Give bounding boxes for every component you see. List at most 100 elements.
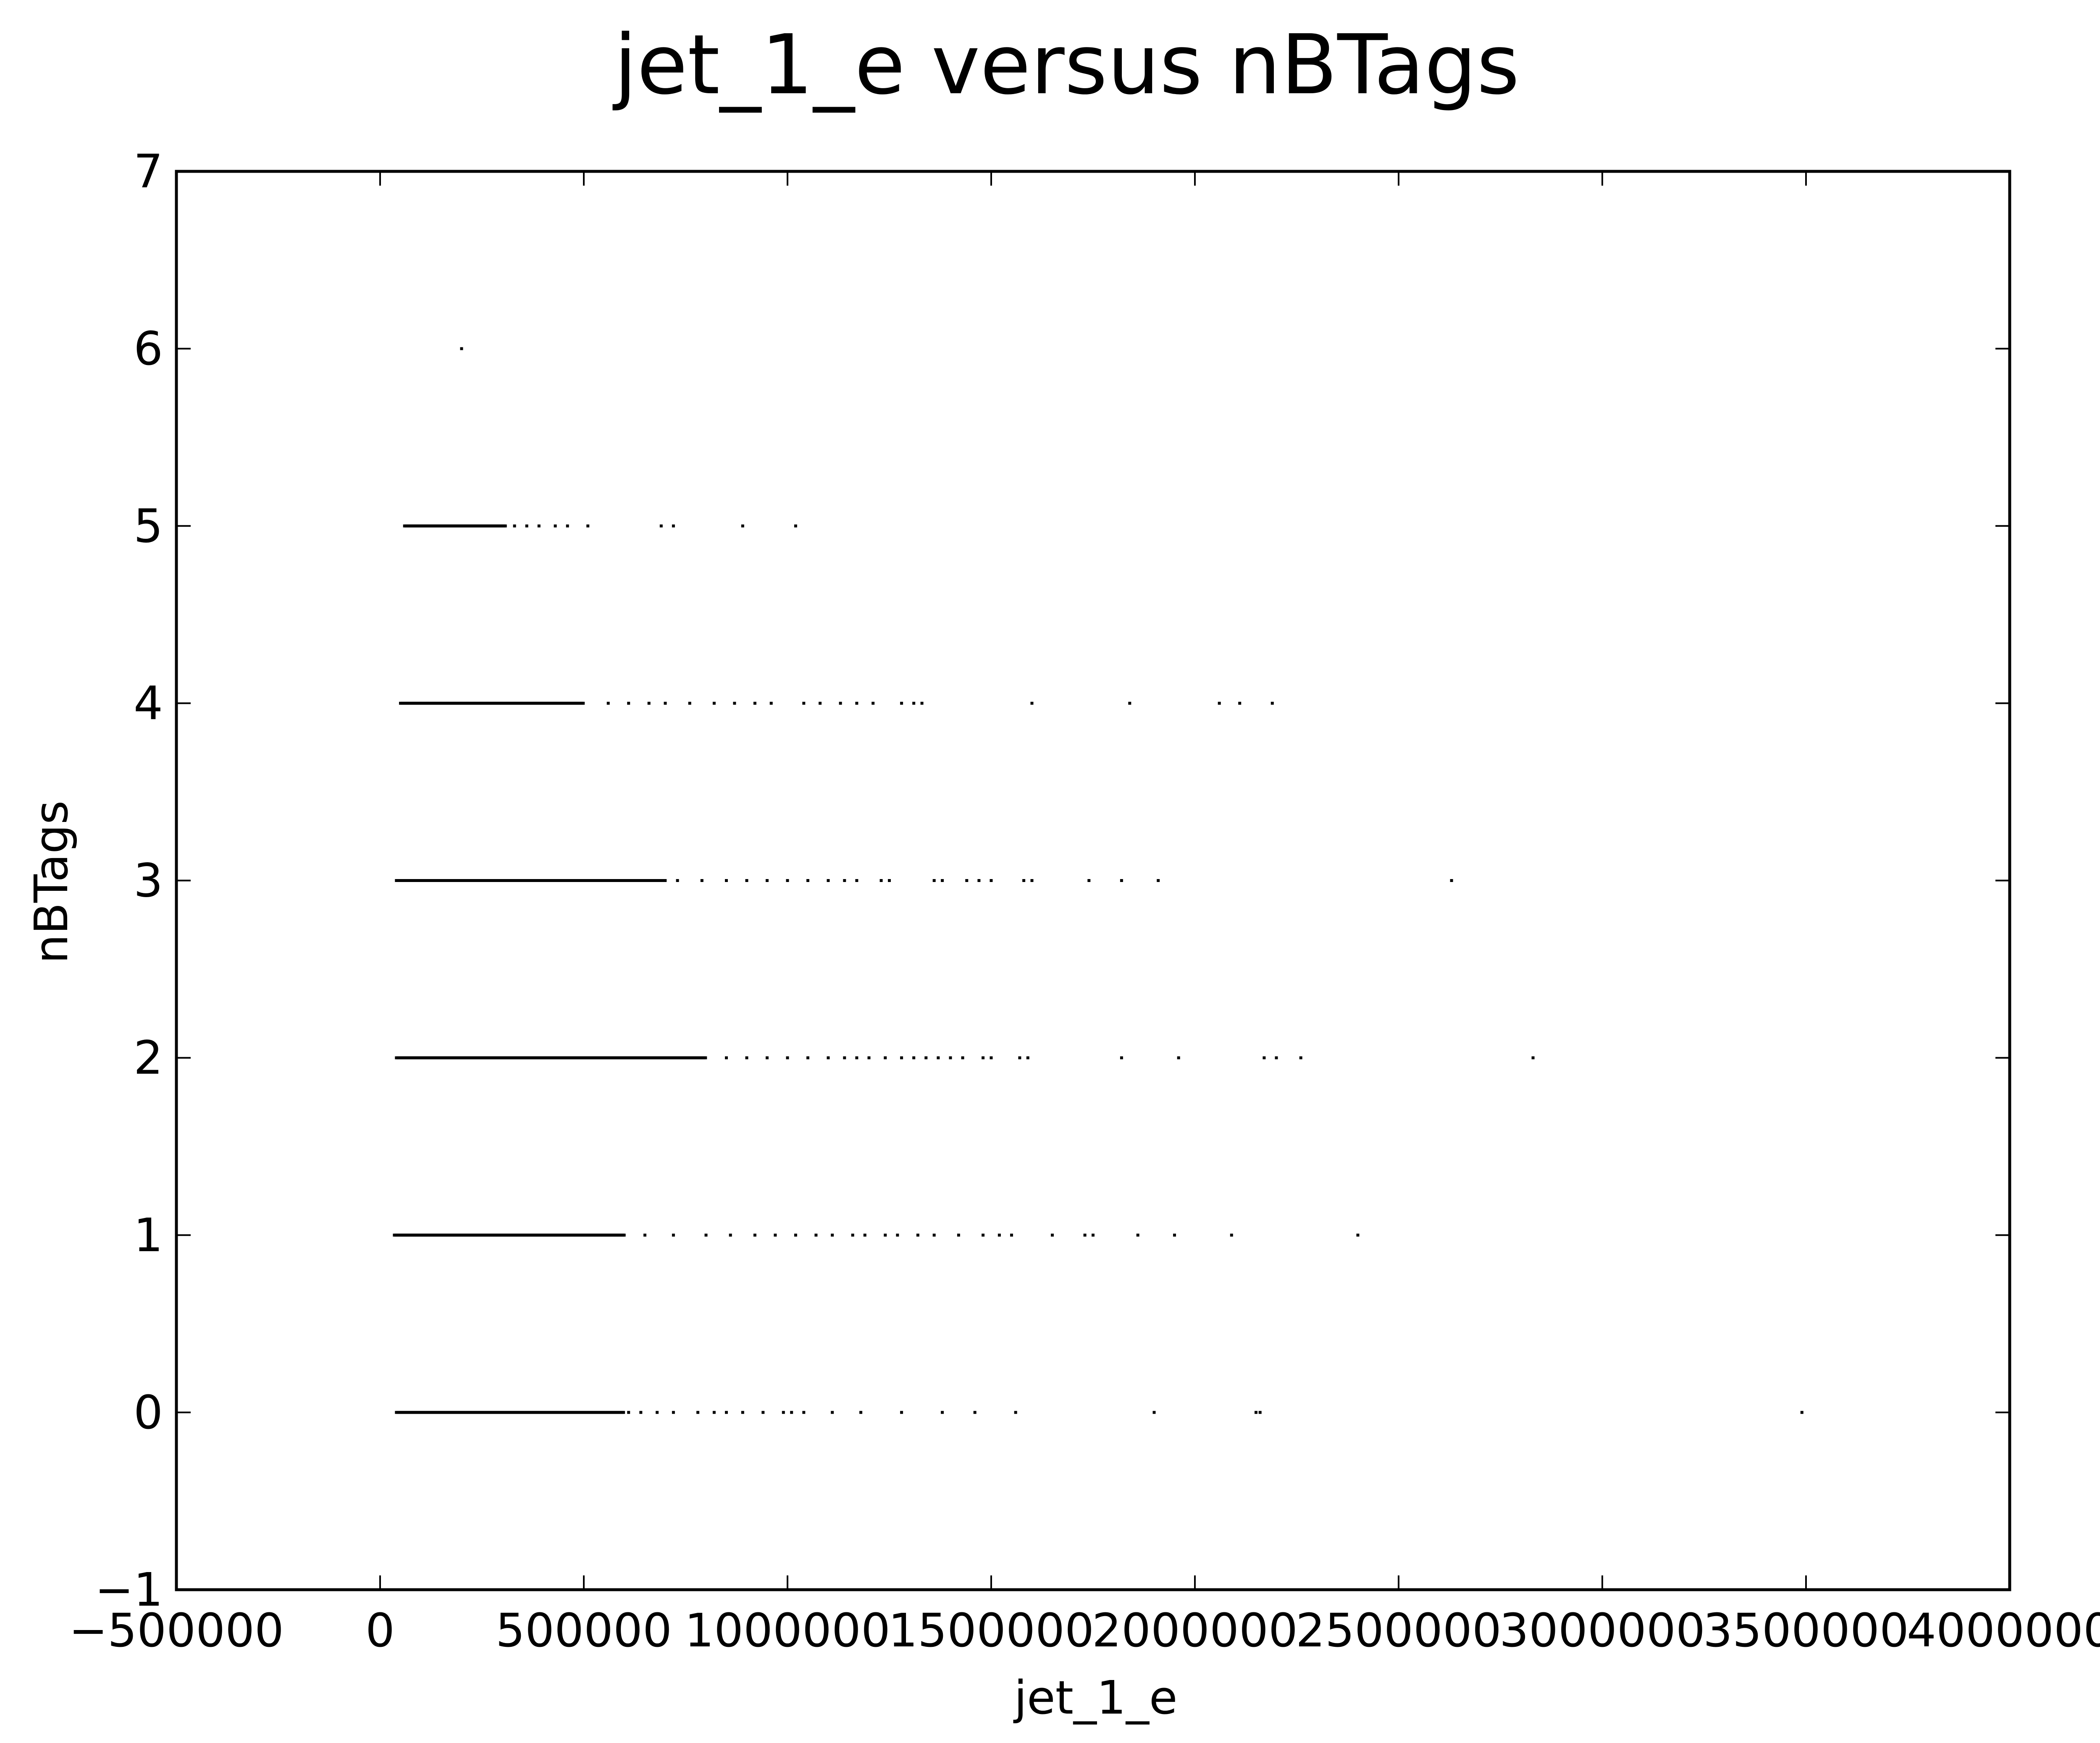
data-point <box>647 701 651 705</box>
data-point <box>957 1234 960 1237</box>
data-point <box>855 1056 858 1060</box>
x-axis-label: jet_1_e <box>1013 1671 1177 1725</box>
data-point <box>1030 701 1034 705</box>
data-point <box>802 1411 806 1414</box>
data-point <box>639 1411 643 1414</box>
data-point <box>843 1056 846 1060</box>
data-point <box>513 524 516 528</box>
data-point <box>806 1056 809 1060</box>
data-point <box>965 879 969 882</box>
x-tick-label: 2000000 <box>1092 1604 1298 1657</box>
data-point <box>1258 1411 1262 1414</box>
data-point <box>872 701 875 705</box>
data-point <box>696 1411 700 1414</box>
data-point <box>769 701 773 705</box>
y-tick-label: 5 <box>134 499 163 553</box>
data-point <box>831 1411 834 1414</box>
data-point <box>460 347 463 350</box>
data-point <box>664 879 667 882</box>
data-point <box>1120 879 1123 882</box>
data-point <box>802 701 806 705</box>
data-point <box>1010 1234 1013 1237</box>
data-point <box>1173 1234 1176 1237</box>
data-point <box>504 524 507 528</box>
data-point <box>761 1411 765 1414</box>
x-tick-label: 2500000 <box>1296 1604 1502 1657</box>
data-point <box>586 524 590 528</box>
data-point <box>814 1234 818 1237</box>
data-point <box>855 879 858 882</box>
data-point <box>937 1056 940 1060</box>
data-point <box>1120 1056 1123 1060</box>
data-point <box>990 879 993 882</box>
x-tick-label: 1500000 <box>888 1604 1094 1657</box>
data-point <box>843 879 846 882</box>
data-point <box>900 1411 903 1414</box>
data-point <box>1238 701 1242 705</box>
data-point <box>725 879 728 882</box>
data-point <box>1177 1056 1180 1060</box>
data-point <box>973 1411 976 1414</box>
data-point <box>606 701 610 705</box>
axis-ticks: −500000 0 500000 10000001500000200000025000… <box>69 144 2100 1657</box>
data-point <box>700 879 704 882</box>
data-point <box>688 701 691 705</box>
y-tick-label: 0 <box>134 1386 163 1439</box>
data-point <box>1092 1234 1095 1237</box>
x-tick-label: 3500000 <box>1703 1604 1909 1657</box>
data-point <box>879 879 883 882</box>
data-point <box>855 701 858 705</box>
data-point <box>782 1411 785 1414</box>
data-point <box>790 1411 793 1414</box>
data-point <box>827 879 830 882</box>
data-point <box>977 879 981 882</box>
data-point <box>1051 1234 1054 1237</box>
data-point <box>924 1056 928 1060</box>
data-point <box>525 524 528 528</box>
data-point <box>1299 1056 1302 1060</box>
y-axis-label: nBTags <box>24 801 78 964</box>
data-point <box>704 1234 708 1237</box>
data-point <box>1026 1056 1029 1060</box>
y-tick-label: −1 <box>95 1563 163 1617</box>
data-point <box>806 879 809 882</box>
data-point <box>582 701 585 705</box>
data-point <box>1263 1056 1266 1060</box>
x-tick-label: 500000 <box>496 1604 672 1657</box>
data-point <box>1018 1056 1021 1060</box>
data-point <box>672 524 675 528</box>
data-point <box>867 1056 871 1060</box>
data-point <box>900 1056 903 1060</box>
data-point <box>1014 1411 1017 1414</box>
data-point <box>794 1234 797 1237</box>
data-point <box>774 1234 777 1237</box>
data-point <box>627 1411 630 1414</box>
data-point <box>622 1411 625 1414</box>
data-point <box>753 1234 756 1237</box>
data-point <box>961 1056 964 1060</box>
data-point <box>827 1056 830 1060</box>
data-point <box>912 701 916 705</box>
y-tick-label: 4 <box>134 676 163 730</box>
data-point <box>753 701 756 705</box>
data-point <box>900 701 903 705</box>
data-point <box>982 1234 985 1237</box>
data-point <box>859 1411 863 1414</box>
x-tick-label: 1000000 <box>685 1604 890 1657</box>
data-point <box>896 1234 899 1237</box>
data-point <box>851 1234 854 1237</box>
data-point <box>998 1234 1001 1237</box>
y-tick-label: 2 <box>134 1031 163 1085</box>
data-point <box>1255 1411 1257 1414</box>
data-point <box>786 1056 789 1060</box>
x-tick-label: 4000000 <box>1907 1604 2100 1657</box>
data-point <box>725 1056 728 1060</box>
data-point <box>1022 879 1026 882</box>
data-point <box>1270 701 1274 705</box>
data-point <box>1152 1411 1156 1414</box>
data-point <box>676 879 679 882</box>
data-point <box>932 879 936 882</box>
data-point <box>863 1234 866 1237</box>
chart-title: jet_1_e versus nBTags <box>612 17 1520 113</box>
data-point <box>656 1411 659 1414</box>
